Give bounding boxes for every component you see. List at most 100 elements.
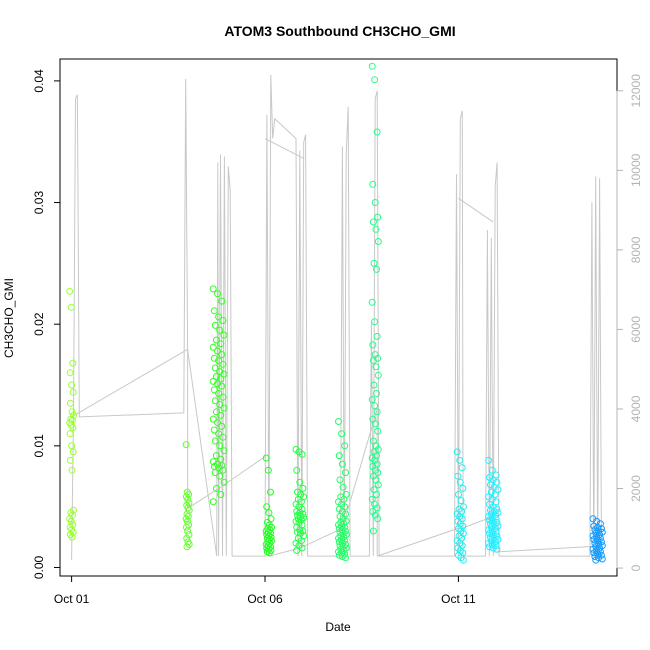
data-point-3-3 bbox=[263, 503, 271, 511]
secondary-connector-11 bbox=[462, 515, 494, 529]
chart-title: ATOM3 Southbound CH3CHO_GMI bbox=[224, 23, 455, 39]
data-point-6-8 bbox=[374, 238, 382, 245]
data-point-3-0 bbox=[262, 454, 270, 462]
data-point-8-28 bbox=[486, 520, 494, 528]
data-point-2-54 bbox=[217, 491, 225, 498]
data-point-2-31 bbox=[212, 408, 220, 416]
data-point-2-2 bbox=[218, 297, 226, 305]
data-point-6-43 bbox=[373, 491, 380, 498]
data-point-2-7 bbox=[216, 326, 224, 334]
data-point-4-3 bbox=[293, 466, 301, 474]
data-point-5-3 bbox=[335, 452, 343, 460]
axes: Oct 01 Oct 06 Oct 11 0.00 0.01 0.02 0.03 0.04 0 2… bbox=[32, 69, 643, 606]
data-point-8-48 bbox=[489, 544, 497, 552]
data-point-8-22 bbox=[485, 512, 493, 520]
data-point-9-3 bbox=[590, 522, 598, 530]
data-point-0-0 bbox=[66, 287, 74, 295]
data-point-6-9 bbox=[370, 259, 378, 267]
data-point-9-17 bbox=[591, 539, 599, 547]
data-point-3-7 bbox=[265, 521, 273, 529]
data-point-3-29 bbox=[265, 549, 273, 557]
data-point-2-38 bbox=[219, 433, 227, 441]
data-point-6-12 bbox=[371, 318, 379, 326]
data-point-2-4 bbox=[215, 313, 223, 321]
data-point-8-47 bbox=[486, 543, 493, 551]
data-point-8-25 bbox=[486, 516, 493, 524]
data-point-2-42 bbox=[212, 452, 220, 460]
secondary-series bbox=[71, 74, 602, 561]
data-point-6-11 bbox=[368, 298, 376, 306]
data-point-6-13 bbox=[373, 332, 381, 340]
data-point-5-7 bbox=[339, 483, 347, 491]
data-point-7-1 bbox=[456, 456, 464, 464]
data-point-6-3 bbox=[369, 180, 377, 188]
data-point-6-7 bbox=[372, 225, 380, 233]
data-point-6-18 bbox=[372, 363, 380, 371]
data-point-4-26 bbox=[296, 526, 304, 534]
data-point-6-2 bbox=[373, 128, 381, 136]
y2-tick-label-2: 4000 bbox=[629, 395, 643, 422]
data-point-2-51 bbox=[216, 472, 224, 480]
data-point-3-1 bbox=[264, 466, 272, 474]
secondary-connector-6 bbox=[299, 527, 343, 549]
data-point-6-17 bbox=[369, 357, 377, 365]
data-point-2-13 bbox=[218, 351, 226, 359]
data-point-1-19 bbox=[185, 540, 193, 548]
data-point-5-22 bbox=[335, 521, 342, 529]
data-point-2-49 bbox=[219, 466, 227, 474]
data-point-5-6 bbox=[336, 476, 344, 484]
data-point-7-2 bbox=[458, 464, 466, 472]
data-point-6-38 bbox=[374, 469, 382, 477]
data-point-7-29 bbox=[457, 554, 465, 562]
data-point-0-7 bbox=[68, 408, 76, 416]
data-point-2-35 bbox=[218, 422, 226, 430]
data-point-6-20 bbox=[370, 381, 378, 389]
data-point-5-49 bbox=[342, 554, 349, 562]
data-point-7-30 bbox=[459, 556, 467, 564]
data-point-5-2 bbox=[341, 442, 349, 450]
data-point-6-46 bbox=[373, 504, 381, 512]
data-point-8-0 bbox=[485, 456, 493, 464]
data-point-5-44 bbox=[335, 548, 342, 556]
secondary-series-line bbox=[71, 74, 602, 561]
y2-tick-label-6: 12000 bbox=[629, 74, 643, 108]
data-point-2-29 bbox=[216, 401, 224, 408]
data-point-6-10 bbox=[373, 265, 380, 273]
data-point-2-33 bbox=[209, 415, 217, 423]
x-tick-label-1: Oct 06 bbox=[247, 592, 283, 606]
data-point-9-6 bbox=[591, 526, 599, 534]
data-point-2-52 bbox=[220, 478, 228, 486]
data-point-6-24 bbox=[373, 408, 381, 416]
secondary-connector-3 bbox=[218, 456, 266, 489]
data-point-8-39 bbox=[486, 533, 494, 541]
y2-tick-label-3: 6000 bbox=[629, 316, 643, 343]
data-point-4-14 bbox=[293, 508, 301, 515]
data-point-2-3 bbox=[210, 307, 218, 315]
secondary-connector-0 bbox=[71, 348, 188, 418]
data-point-2-8 bbox=[220, 331, 228, 339]
secondary-connector-10 bbox=[458, 197, 494, 223]
data-point-6-4 bbox=[371, 199, 379, 206]
data-point-6-36 bbox=[369, 463, 377, 470]
data-point-6-14 bbox=[369, 341, 377, 349]
data-point-2-24 bbox=[218, 382, 226, 390]
data-point-6-26 bbox=[371, 420, 379, 428]
data-point-2-9 bbox=[212, 336, 220, 344]
data-point-5-48 bbox=[338, 553, 346, 560]
data-point-8-44 bbox=[485, 539, 493, 547]
data-point-5-33 bbox=[335, 534, 342, 542]
data-point-2-39 bbox=[211, 437, 219, 445]
data-point-2-53 bbox=[212, 484, 220, 492]
data-point-2-11 bbox=[209, 343, 217, 351]
x-tick-label-0: Oct 01 bbox=[54, 592, 90, 606]
secondary-connector-9 bbox=[377, 527, 459, 557]
y2-tick-label-5: 10000 bbox=[629, 153, 643, 187]
data-point-8-33 bbox=[485, 526, 493, 534]
data-point-9-11 bbox=[589, 532, 597, 540]
data-point-1-17 bbox=[183, 534, 191, 542]
data-point-0-18 bbox=[68, 466, 76, 474]
data-point-0-17 bbox=[66, 456, 74, 464]
y-tick-label-1: 0.01 bbox=[32, 434, 46, 458]
data-point-6-22 bbox=[368, 396, 376, 404]
